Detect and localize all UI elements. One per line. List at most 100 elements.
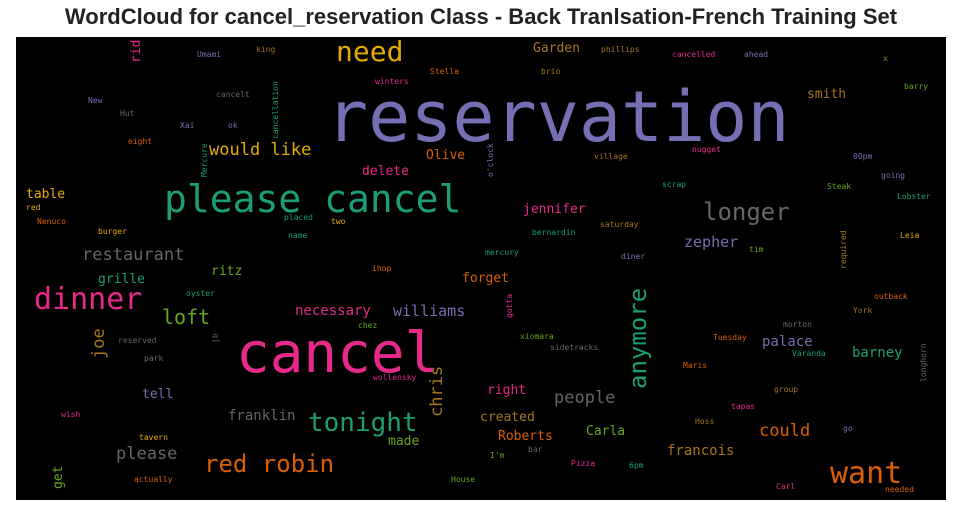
word-go: go [843,424,853,433]
word-bernardin: bernardin [532,228,576,237]
word-lobster: Lobster [897,192,931,201]
word-mercure: Mercure [200,143,209,177]
word-hoss: Hoss [695,417,714,426]
word-restaurant: restaurant [82,245,184,265]
word-wish: wish [61,410,80,419]
word-chris: chris [427,366,447,417]
word-zepher: zepher [684,233,738,251]
word-jennifer: jennifer [523,202,586,217]
word-tell: tell [142,387,173,402]
word-actually: actually [134,475,173,484]
word-anymore: anymore [624,288,652,389]
word-cancelt: cancelt [216,90,250,99]
word-scrap: scrap [662,180,686,189]
word-reserved: reserved [118,336,157,345]
word-table: table [26,187,65,202]
word-ahead: ahead [744,50,768,59]
word-village: village [594,152,628,161]
word-franklin: franklin [228,408,295,424]
word-jb: jb [211,333,220,343]
word-would-like: would like [209,140,311,160]
word-could: could [759,421,810,441]
word-o-clock: o'clock [486,143,495,177]
word-barry: barry [904,82,928,91]
word-gotta: gotta [505,294,514,318]
word-ihop: ihop [372,264,391,273]
word-cancel: cancel [236,321,438,386]
word-ritz: ritz [211,264,242,279]
word-want: want [830,456,902,491]
word-francois: francois [667,443,734,459]
word-morton: morton [783,320,812,329]
word-name: name [288,231,307,240]
word-maris: Maris [683,361,707,370]
word-nenuco: Nenuco [37,217,66,226]
word-winters: winters [375,77,409,86]
word-oyster: oyster [186,289,215,298]
word-xai: Xai [180,121,195,130]
word-steak: Steak [827,182,851,191]
word-king: king [256,45,275,54]
word-smith: smith [807,87,846,102]
word-needed: needed [885,485,914,494]
word-loft: loft [162,305,210,329]
word-roberts: Roberts [498,429,553,444]
word-nugget: nugget [692,145,721,154]
word-00pm: 00pm [853,152,872,161]
word-tim: tim [749,245,764,254]
word-diner: diner [621,252,645,261]
word-barney: barney [852,345,903,361]
word-wollensky: wollensky [373,373,417,382]
word-bar: bar [528,445,543,454]
word-hut: Hut [120,109,135,118]
word-people: people [554,388,615,408]
word-necessary: necessary [295,303,371,319]
word-delete: delete [362,164,409,179]
word-pizza: Pizza [571,459,595,468]
word-i-m: I'm [490,451,505,460]
word-williams: williams [393,302,465,320]
word-longer: longer [703,198,790,226]
word-please: please [116,444,177,464]
word-carla: Carla [586,424,625,439]
word-required: required [839,230,848,269]
word-xiomara: xiomara [520,332,554,341]
word-going: going [881,171,905,180]
word-saturday: saturday [600,220,639,229]
word-sidetracks: sidetracks [550,343,598,352]
word-created: created [480,410,535,425]
word-park: park [144,354,163,363]
word-outback: outback [874,292,908,301]
word-grille: grille [98,272,145,287]
word-stella: Stella [430,67,459,76]
word-new: New [88,96,103,105]
word-cancelled: cancelled [672,50,716,59]
word-please-cancel: please cancel [164,177,461,221]
word-red: red [26,203,41,212]
word-tonight: tonight [308,408,418,438]
word-chez: chez [358,321,377,330]
word-olive: Olive [426,148,465,163]
word-made: made [388,434,419,449]
word-joe: joe [89,328,109,359]
word-rid: rid [129,40,144,63]
word-palace: palace [762,334,813,350]
word-dinner: dinner [34,282,142,317]
word-garden: Garden [533,41,580,56]
word-house: House [451,475,475,484]
word-x: x [883,54,888,63]
word-varanda: Varanda [792,349,826,358]
word-placed: placed [284,213,313,222]
wordcloud-canvas: reservation cancel please cancel dinner want… [16,37,946,500]
word-burger: burger [98,227,127,236]
word-eight: eight [128,137,152,146]
word-need: need [336,37,403,68]
word-right: right [487,383,526,398]
word-forget: forget [462,271,509,286]
word-cancellation: cancellation [271,81,280,139]
word-group: group [774,385,798,394]
word-phillips: phillips [601,45,640,54]
word-leia: Leia [900,231,919,240]
wordcloud-svg: reservation cancel please cancel dinner want… [26,37,931,494]
word-tapas: tapas [731,402,755,411]
